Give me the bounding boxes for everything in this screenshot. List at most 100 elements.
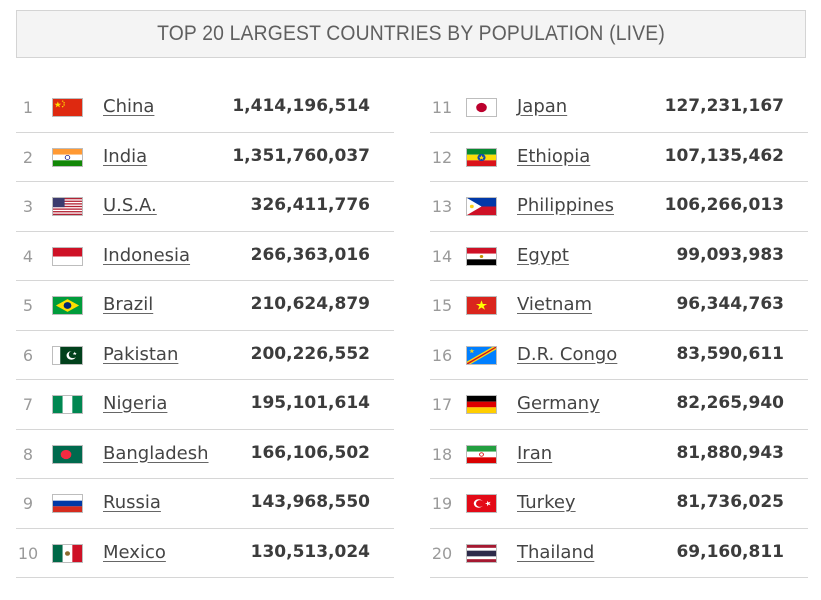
population-value: 81,736,025 (676, 492, 784, 512)
country-row: 3 U.S.A. 326,411,776 (16, 182, 394, 232)
country-link[interactable]: Turkey (517, 492, 576, 513)
china-flag-icon (52, 98, 83, 117)
page-title-box: TOP 20 LARGEST COUNTRIES BY POPULATION (… (16, 10, 806, 58)
country-row: 11 Japan 127,231,167 (430, 83, 808, 133)
rank-number: 15 (431, 296, 453, 315)
mexico-flag-icon (52, 543, 83, 563)
country-link[interactable]: Thailand (517, 541, 595, 563)
country-row: 19 Turkey 81,736,025 (430, 479, 808, 529)
country-link[interactable]: Indonesia (103, 244, 191, 266)
nigeria-flag-icon (52, 395, 83, 414)
pakistan-flag-icon (52, 345, 83, 365)
rank-number: 8 (22, 444, 34, 464)
population-value: 266,363,016 (250, 244, 370, 265)
country-row: 5 Brazil 210,624,879 (16, 281, 394, 331)
country-row: 16 D.R. Congo 83,590,611 (430, 331, 808, 380)
bangladesh-flag-icon (52, 444, 83, 464)
rank-number: 7 (22, 395, 34, 414)
countries-column-left: 1 China 1,414,196,514 2 India 1,351,760,… (16, 83, 394, 578)
country-row: 4 Indonesia 266,363,016 (16, 232, 394, 281)
vietnam-flag-icon (466, 296, 497, 315)
country-row: 2 India 1,351,760,037 (16, 133, 394, 182)
population-value: 1,351,760,037 (232, 145, 370, 166)
population-value: 326,411,776 (250, 195, 370, 215)
philippines-flag-icon (466, 197, 497, 216)
country-row: 10 Mexico 130,513,024 (16, 529, 394, 578)
country-link[interactable]: Egypt (517, 244, 569, 266)
rank-number: 3 (22, 197, 34, 216)
rank-number: 10 (17, 543, 39, 563)
rank-number: 9 (22, 494, 34, 513)
rank-number: 13 (431, 197, 453, 216)
country-row: 8 Bangladesh 166,106,502 (16, 430, 394, 479)
country-row: 7 Nigeria 195,101,614 (16, 380, 394, 430)
country-row: 20 Thailand 69,160,811 (430, 529, 808, 578)
thailand-flag-icon (466, 543, 497, 563)
country-row: 18 Iran 81,880,943 (430, 430, 808, 479)
rank-number: 18 (431, 444, 453, 464)
iran-flag-icon (466, 444, 497, 464)
country-link[interactable]: Germany (517, 393, 600, 414)
country-link[interactable]: India (103, 145, 148, 167)
country-link[interactable]: Pakistan (103, 343, 179, 365)
rank-number: 17 (431, 395, 453, 414)
rank-number: 5 (22, 296, 34, 315)
country-row: 9 Russia 143,968,550 (16, 479, 394, 529)
population-value: 166,106,502 (250, 442, 370, 463)
population-value: 210,624,879 (250, 294, 370, 314)
country-link[interactable]: Philippines (517, 195, 614, 216)
country-link[interactable]: Iran (517, 442, 553, 464)
country-row: 17 Germany 82,265,940 (430, 380, 808, 430)
country-row: 15 Vietnam 96,344,763 (430, 281, 808, 331)
egypt-flag-icon (466, 246, 497, 266)
rank-number: 12 (431, 147, 453, 167)
country-link[interactable]: Nigeria (103, 393, 168, 414)
country-link[interactable]: Russia (103, 492, 161, 513)
rank-number: 16 (431, 345, 453, 365)
countries-column-right: 11 Japan 127,231,167 12 Ethiopia 107,135… (430, 83, 808, 578)
population-value: 127,231,167 (664, 96, 784, 116)
dr-congo-flag-icon (466, 345, 497, 365)
rank-number: 14 (431, 246, 453, 266)
indonesia-flag-icon (52, 246, 83, 266)
country-link[interactable]: Bangladesh (103, 442, 209, 464)
population-value: 83,590,611 (676, 343, 784, 364)
population-value: 82,265,940 (676, 393, 784, 413)
turkey-flag-icon (466, 494, 497, 513)
country-link[interactable]: Ethiopia (517, 145, 591, 167)
rank-number: 20 (431, 543, 453, 563)
country-row: 14 Egypt 99,093,983 (430, 232, 808, 281)
rank-number: 11 (431, 98, 453, 117)
rank-number: 2 (22, 147, 34, 167)
rank-number: 4 (22, 246, 34, 266)
country-link[interactable]: D.R. Congo (517, 343, 618, 365)
ethiopia-flag-icon (466, 147, 497, 167)
japan-flag-icon (466, 98, 497, 117)
country-link[interactable]: Mexico (103, 541, 166, 563)
country-link[interactable]: Japan (517, 96, 568, 117)
rank-number: 6 (22, 345, 34, 365)
country-link[interactable]: U.S.A. (103, 195, 157, 216)
population-value: 106,266,013 (664, 195, 784, 215)
country-link[interactable]: China (103, 96, 155, 117)
india-flag-icon (52, 147, 83, 167)
country-row: 1 China 1,414,196,514 (16, 83, 394, 133)
rank-number: 19 (431, 494, 453, 513)
population-value: 143,968,550 (250, 492, 370, 512)
population-value: 99,093,983 (676, 244, 784, 265)
population-value: 69,160,811 (676, 541, 784, 562)
population-value: 96,344,763 (676, 294, 784, 314)
population-value: 130,513,024 (250, 541, 370, 562)
russia-flag-icon (52, 494, 83, 513)
population-value: 200,226,552 (250, 343, 370, 364)
country-link[interactable]: Vietnam (517, 294, 593, 315)
population-value: 1,414,196,514 (232, 96, 370, 116)
country-row: 12 Ethiopia 107,135,462 (430, 133, 808, 182)
country-row: 6 Pakistan 200,226,552 (16, 331, 394, 380)
rank-number: 1 (22, 98, 34, 117)
country-link[interactable]: Brazil (103, 294, 154, 315)
population-value: 195,101,614 (250, 393, 370, 413)
population-value: 107,135,462 (664, 145, 784, 166)
brazil-flag-icon (52, 296, 83, 315)
usa-flag-icon (52, 197, 83, 216)
